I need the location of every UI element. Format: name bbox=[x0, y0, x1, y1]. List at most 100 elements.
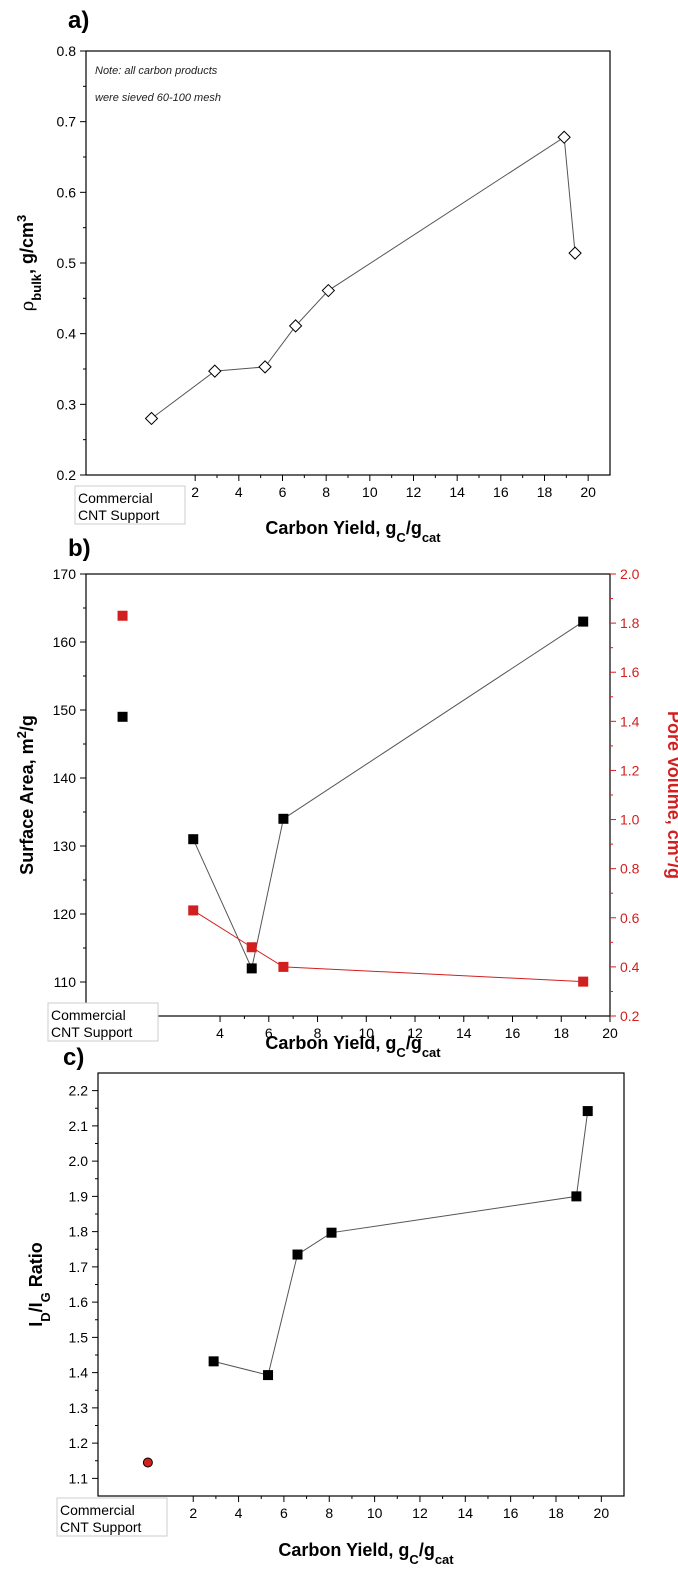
category-label-box bbox=[47, 1002, 159, 1042]
left-y-tick-label: 130 bbox=[53, 838, 77, 854]
x-tick-label: 18 bbox=[553, 1025, 569, 1041]
x-tick-label: 2 bbox=[191, 484, 199, 500]
left-y-tick-label: 0.7 bbox=[57, 114, 77, 130]
plot-frame bbox=[85, 573, 611, 1017]
category-label-line-2: CNT Support bbox=[51, 1024, 133, 1040]
x-tick-label: 12 bbox=[412, 1505, 428, 1521]
surface-area-point bbox=[188, 834, 199, 845]
surface-area-point bbox=[117, 711, 128, 722]
category-label-box bbox=[56, 1497, 168, 1537]
right-y-tick-label: 2.0 bbox=[620, 566, 640, 582]
pore-volume-point bbox=[278, 961, 289, 972]
series-line bbox=[213, 1111, 589, 1376]
left-y-tick-label: 0.3 bbox=[57, 396, 77, 412]
commercial-point bbox=[142, 1457, 153, 1468]
left-y-tick-label: 150 bbox=[53, 702, 77, 718]
x-tick-label: 10 bbox=[367, 1505, 383, 1521]
data-point bbox=[208, 364, 222, 378]
surface-area-point bbox=[578, 616, 589, 627]
x-tick-label: 20 bbox=[602, 1025, 618, 1041]
x-tick-label: 20 bbox=[594, 1505, 610, 1521]
panel-c: 2 4 6 8 10 12 14 16 18 20 1.1 1.2 1.3 1.4 1.5 1.6 1.7 1.8… bbox=[26, 1044, 625, 1567]
x-tick-label: 14 bbox=[456, 1025, 472, 1041]
data-point bbox=[288, 319, 303, 333]
y-axis-label: ID/IG Ratio bbox=[26, 1242, 53, 1327]
left-y-tick-label: 160 bbox=[53, 634, 77, 650]
right-y-tick-label: 1.2 bbox=[620, 762, 640, 778]
left-y-tick-label: 1.3 bbox=[69, 1400, 89, 1416]
data-point bbox=[321, 283, 336, 298]
x-tick-label: 6 bbox=[279, 484, 287, 500]
x-tick-label: 6 bbox=[265, 1025, 273, 1041]
surface-area-point bbox=[246, 963, 257, 974]
x-tick-label: 4 bbox=[216, 1025, 224, 1041]
left-y-tick-label: 0.6 bbox=[57, 184, 77, 200]
right-y-tick-label: 1.0 bbox=[620, 812, 640, 828]
y2-axis-label: Pore Volume, cm3/g bbox=[664, 711, 678, 879]
left-y-tick-label: 110 bbox=[54, 974, 77, 990]
panel-label: a) bbox=[68, 7, 89, 34]
left-y-tick-label: 0.5 bbox=[57, 255, 77, 271]
left-y-tick-label: 1.8 bbox=[69, 1224, 89, 1240]
panel-label: b) bbox=[68, 535, 91, 562]
x-tick-label: 16 bbox=[503, 1505, 519, 1521]
data-point bbox=[571, 1191, 582, 1202]
x-axis-label: Carbon Yield, gC/gcat bbox=[265, 518, 441, 545]
note-line-2: were sieved 60-100 mesh bbox=[95, 92, 221, 104]
data-point bbox=[326, 1227, 337, 1238]
category-label-line-1: Commercial bbox=[60, 1502, 135, 1518]
left-y-tick-label: 2.2 bbox=[69, 1083, 89, 1099]
x-tick-label: 2 bbox=[189, 1505, 197, 1521]
pore-volume-point bbox=[188, 905, 199, 916]
right-y-tick-label: 0.4 bbox=[620, 959, 640, 975]
left-y-tick-label: 1.5 bbox=[69, 1329, 89, 1345]
data-point bbox=[208, 1356, 219, 1367]
data-point bbox=[582, 1106, 593, 1117]
left-y-tick-label: 1.4 bbox=[69, 1365, 89, 1381]
left-y-tick-label: 1.1 bbox=[69, 1470, 89, 1486]
panel-label: c) bbox=[63, 1044, 84, 1071]
surface-area-point bbox=[278, 813, 289, 824]
x-tick-label: 16 bbox=[493, 484, 509, 500]
data-point bbox=[568, 246, 582, 260]
x-tick-label: 18 bbox=[548, 1505, 564, 1521]
x-tick-label: 8 bbox=[314, 1025, 322, 1041]
left-y-tick-label: 120 bbox=[53, 906, 77, 922]
right-y-tick-label: 1.6 bbox=[620, 664, 640, 680]
x-tick-label: 12 bbox=[407, 1025, 423, 1041]
x-tick-label: 10 bbox=[362, 484, 378, 500]
pore-volume-point bbox=[246, 942, 257, 953]
data-point bbox=[292, 1249, 303, 1260]
y-axis-label: Surface Area, m2/g bbox=[14, 715, 38, 875]
panel-a: 2 4 6 8 10 12 14 16 18 20 0.2 0.3 0.4 0.5 0.6 0.7 0.8 a) N… bbox=[14, 7, 611, 545]
right-y-tick-label: 0.2 bbox=[620, 1008, 640, 1024]
left-y-tick-label: 170 bbox=[53, 566, 77, 582]
x-tick-label: 6 bbox=[280, 1505, 288, 1521]
plot-frame bbox=[97, 1072, 625, 1497]
left-y-tick-label: 0.8 bbox=[57, 43, 77, 59]
category-label-line-2: CNT Support bbox=[78, 507, 160, 523]
x-tick-label: 20 bbox=[580, 484, 596, 500]
x-tick-label: 14 bbox=[458, 1505, 474, 1521]
left-y-tick-label: 1.2 bbox=[69, 1435, 89, 1451]
x-tick-label: 8 bbox=[322, 484, 330, 500]
right-y-tick-label: 1.4 bbox=[620, 713, 640, 729]
data-point bbox=[258, 360, 272, 374]
left-y-tick-label: 0.2 bbox=[57, 467, 77, 483]
x-tick-label: 12 bbox=[406, 484, 422, 500]
panel-b: 4 6 8 10 12 14 16 18 20 110 120 130 140 150 160 170 0.2 0… bbox=[14, 535, 678, 1060]
x-axis-label: Carbon Yield, gC/gcat bbox=[265, 1033, 441, 1060]
x-axis-label: Carbon Yield, gC/gcat bbox=[278, 1540, 454, 1567]
left-y-tick-label: 1.9 bbox=[69, 1188, 89, 1204]
x-tick-label: 10 bbox=[358, 1025, 374, 1041]
data-point bbox=[263, 1370, 274, 1381]
left-y-tick-label: 2.0 bbox=[69, 1153, 89, 1169]
category-label-line-2: CNT Support bbox=[60, 1519, 142, 1535]
data-point bbox=[557, 130, 571, 144]
category-label-line-1: Commercial bbox=[51, 1007, 126, 1023]
right-y-tick-label: 0.8 bbox=[620, 861, 640, 877]
x-tick-label: 18 bbox=[537, 484, 553, 500]
x-tick-label: 4 bbox=[235, 1505, 243, 1521]
note-line-1: Note: all carbon products bbox=[95, 65, 218, 77]
